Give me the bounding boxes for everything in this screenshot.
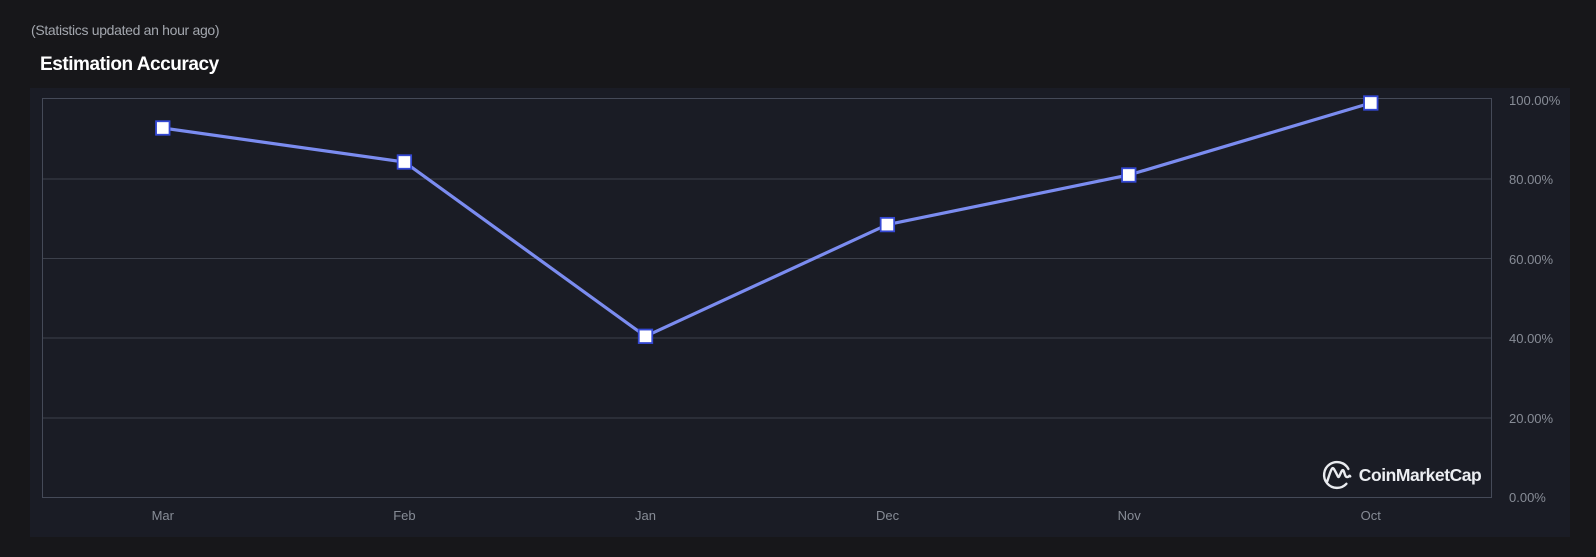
svg-text:CoinMarketCap: CoinMarketCap bbox=[1359, 465, 1482, 485]
